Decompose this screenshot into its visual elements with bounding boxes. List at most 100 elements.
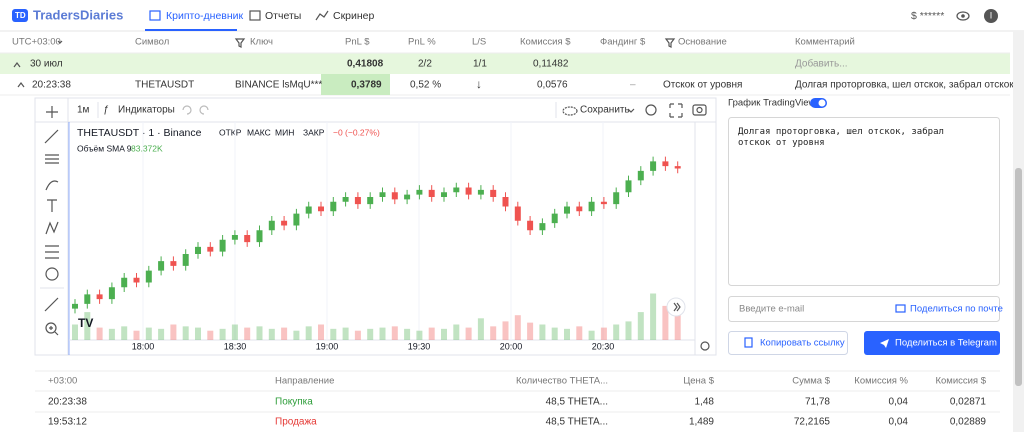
logo-text[interactable]: TradersDiaries bbox=[33, 7, 123, 22]
camera-icon[interactable] bbox=[692, 104, 707, 116]
cell: 0,02889 bbox=[950, 417, 987, 428]
ohlc-label: МАКС bbox=[247, 127, 271, 137]
trade-key: BINANCE lsMqU*** bbox=[235, 80, 322, 91]
candle-body bbox=[158, 261, 165, 271]
volume-bar bbox=[145, 327, 152, 340]
pattern-tool[interactable] bbox=[45, 221, 59, 235]
ohlc-legend: ОТКР МАКС МИН ЗАКР −0 (−0.27%) bbox=[219, 127, 380, 137]
brush-tool[interactable] bbox=[45, 180, 59, 191]
forecast-tool[interactable] bbox=[45, 245, 59, 259]
undo-icon[interactable] bbox=[182, 105, 192, 115]
cell: 72,2165 bbox=[794, 417, 831, 428]
ruler-tool[interactable] bbox=[44, 297, 59, 312]
group-ls: 1/1 bbox=[473, 59, 487, 70]
text-tool[interactable] bbox=[47, 199, 57, 212]
dropdown-icon[interactable] bbox=[57, 40, 63, 44]
fib-tool[interactable] bbox=[45, 154, 59, 164]
candle-body bbox=[72, 303, 78, 309]
candle-body bbox=[391, 192, 398, 200]
candle-body bbox=[514, 206, 521, 221]
indicators[interactable]: Индикаторы bbox=[118, 105, 175, 116]
share-email[interactable]: Поделиться по почте bbox=[910, 304, 1003, 315]
volume-bar bbox=[514, 315, 521, 340]
filter-icon[interactable] bbox=[664, 38, 676, 48]
toggle-label: График TradingView bbox=[728, 98, 816, 109]
column-header: Ключ bbox=[250, 37, 273, 48]
icon-tool[interactable] bbox=[45, 267, 59, 281]
x-tick-label: 20:30 bbox=[592, 341, 615, 351]
crosshair-tool[interactable] bbox=[46, 106, 58, 118]
trendline-tool[interactable] bbox=[44, 129, 59, 144]
candle-body bbox=[637, 170, 644, 181]
email-input[interactable] bbox=[728, 296, 1000, 322]
volume-bar bbox=[674, 315, 681, 340]
scroll-button[interactable] bbox=[666, 297, 686, 317]
copy-link-button[interactable] bbox=[728, 331, 848, 355]
ohlc-label: ОТКР bbox=[219, 127, 242, 137]
x-tick-label: 18:00 bbox=[132, 341, 155, 351]
column-header: PnL % bbox=[408, 37, 436, 48]
plot-area: 18:00 18:30 19:00 19:30 20:00 20:30 bbox=[72, 122, 681, 351]
interval[interactable]: 1м bbox=[77, 105, 90, 116]
tab-icon bbox=[249, 10, 261, 21]
comment-text: Долгая проторговка, шел отскок, забрал от… bbox=[738, 126, 944, 148]
volume-bar bbox=[281, 327, 288, 340]
tab[interactable]: Отчеты bbox=[265, 10, 301, 22]
change: −0 (−0.27%) bbox=[333, 127, 380, 137]
user-initial: I bbox=[990, 10, 993, 20]
volume-bar bbox=[195, 327, 201, 340]
user-avatar[interactable] bbox=[984, 9, 998, 23]
volume-bar bbox=[219, 328, 226, 340]
volume-bar bbox=[367, 328, 374, 340]
tab[interactable]: Крипто-дневник bbox=[166, 10, 244, 22]
candle-body bbox=[613, 192, 620, 205]
filter-icon[interactable] bbox=[234, 38, 246, 48]
axis-settings[interactable] bbox=[700, 341, 710, 351]
eye-icon[interactable] bbox=[956, 11, 970, 21]
candle-body bbox=[268, 220, 275, 231]
group-comment[interactable]: Добавить... bbox=[795, 58, 848, 70]
column-header: Количество THETA... bbox=[516, 376, 608, 387]
fullscreen-icon[interactable] bbox=[669, 103, 683, 118]
pnl-cell-bg bbox=[321, 74, 390, 95]
cell: Покупка bbox=[275, 397, 313, 408]
collapse-icon[interactable] bbox=[17, 82, 25, 88]
tab-icon bbox=[149, 10, 161, 21]
volume-bar bbox=[465, 327, 472, 340]
candle-body bbox=[84, 294, 91, 304]
volume-bar bbox=[354, 330, 361, 340]
column-header: Основание bbox=[678, 37, 727, 48]
volume-bar bbox=[84, 312, 91, 340]
group-commission: 0,11482 bbox=[533, 59, 569, 70]
volume-bar bbox=[416, 330, 423, 340]
tab[interactable]: Скринер bbox=[333, 10, 375, 22]
zoom-tool[interactable] bbox=[45, 322, 57, 334]
column-header[interactable]: UTC+03:00 bbox=[12, 37, 61, 48]
save-dropdown[interactable] bbox=[627, 108, 635, 113]
trades-table: UTC+03:00 Символ Ключ PnL $ PnL % L/S Комиссия… bbox=[0, 37, 1024, 96]
scrollbar-thumb[interactable] bbox=[1015, 168, 1022, 386]
telegram-icon bbox=[880, 339, 889, 348]
copy-icon bbox=[744, 337, 753, 348]
volume-bar bbox=[453, 324, 460, 340]
volume-bar bbox=[576, 326, 583, 340]
collapse-icon[interactable] bbox=[13, 62, 21, 68]
volume-bar bbox=[293, 330, 300, 340]
candle-body bbox=[281, 220, 288, 226]
candle-body bbox=[342, 197, 349, 202]
comment-textarea[interactable] bbox=[728, 117, 1000, 286]
candle-body bbox=[219, 239, 226, 252]
candle-body bbox=[564, 206, 570, 214]
trade-ls: ↓ bbox=[476, 77, 482, 91]
candle-body bbox=[145, 270, 152, 283]
group-row-bg bbox=[0, 53, 1010, 74]
candle-body bbox=[650, 161, 657, 171]
telegram-button[interactable] bbox=[864, 331, 1000, 355]
volume-bar bbox=[96, 327, 103, 340]
column-header: Комментарий bbox=[795, 37, 855, 48]
settings-icon[interactable] bbox=[645, 104, 657, 116]
candle-body bbox=[600, 201, 607, 205]
save[interactable]: Сохранить bbox=[580, 105, 630, 116]
volume-bar bbox=[502, 321, 509, 340]
redo-icon[interactable] bbox=[199, 105, 209, 115]
